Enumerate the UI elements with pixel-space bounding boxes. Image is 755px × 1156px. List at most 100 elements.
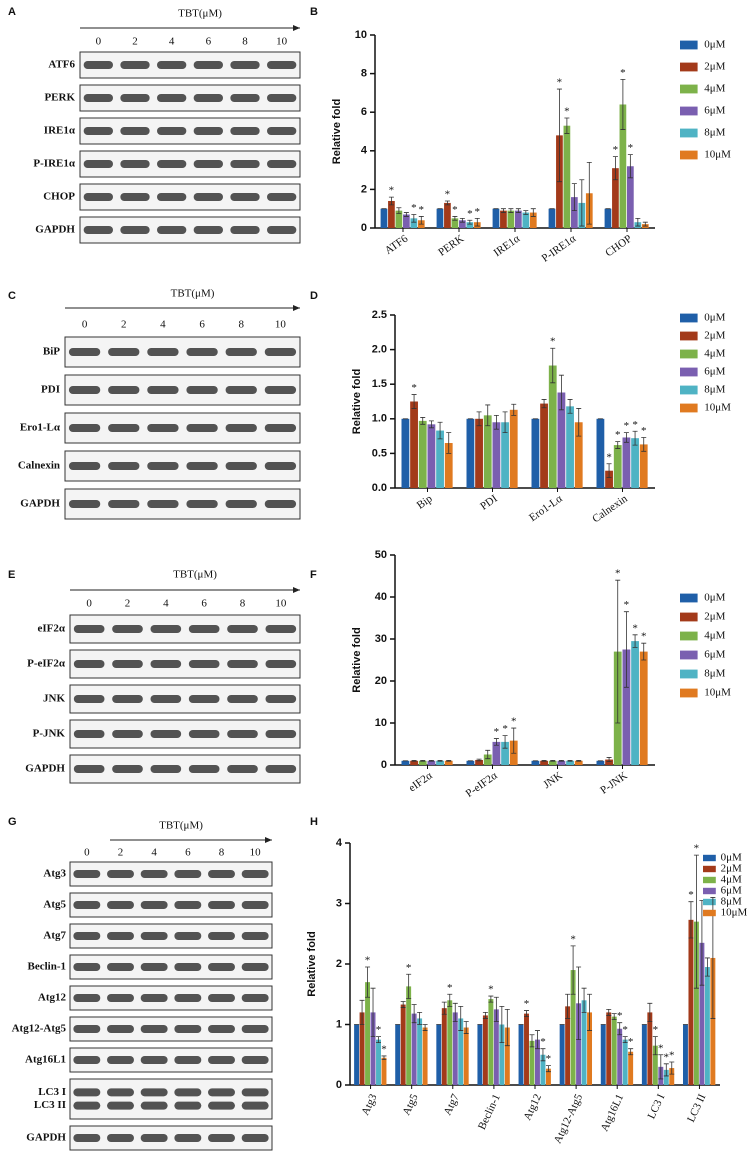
y-tick-label: 0 (336, 1079, 342, 1091)
error-bar (493, 738, 499, 746)
error-bar (545, 1065, 551, 1073)
band (120, 127, 150, 135)
error-bar (627, 154, 633, 179)
band (140, 994, 168, 1002)
error-bar (576, 408, 582, 437)
arrow-head (293, 305, 300, 311)
band (150, 695, 182, 703)
band (241, 901, 269, 909)
blot-frame (69, 614, 301, 644)
legend-swatch (703, 898, 716, 906)
bar (574, 422, 583, 488)
band (150, 625, 182, 633)
band (230, 94, 260, 102)
band (68, 386, 101, 394)
legend-label: 0μM (704, 312, 725, 324)
y-tick-label: 2.0 (372, 344, 387, 356)
band (174, 932, 202, 940)
bar (540, 760, 548, 765)
error-bar (632, 430, 638, 446)
band (264, 462, 297, 470)
y-tick-label: 8 (361, 68, 367, 80)
bar (418, 420, 427, 488)
bar (381, 1057, 387, 1085)
lane-label: 8 (240, 598, 246, 610)
error-bar (606, 757, 612, 763)
legend-swatch (680, 150, 698, 160)
arrow-head (293, 25, 300, 31)
significance-marker: * (389, 185, 395, 197)
band (140, 1056, 168, 1064)
legend-label: 2μM (704, 61, 725, 73)
legend-swatch (680, 688, 698, 698)
legend-label: 0μM (704, 592, 725, 604)
significance-marker: * (641, 631, 647, 643)
bar (427, 424, 436, 488)
error-bar (458, 1005, 464, 1031)
error-bar (710, 897, 716, 1019)
bar (403, 214, 410, 228)
error-bar (587, 993, 593, 1031)
band (208, 932, 235, 940)
band (186, 386, 218, 394)
band (264, 386, 297, 394)
significance-marker: * (615, 568, 621, 580)
band (267, 193, 297, 201)
band (73, 1101, 101, 1110)
band (174, 1025, 202, 1033)
bar (507, 210, 515, 228)
legend-label: 0μM (704, 39, 725, 51)
band (208, 1056, 235, 1064)
significance-marker: * (488, 984, 494, 996)
bar (482, 1015, 488, 1085)
lane-label: 6 (185, 847, 191, 859)
error-bar (658, 1054, 664, 1080)
significance-marker: * (694, 843, 700, 855)
bar (459, 220, 466, 228)
significance-marker: * (641, 425, 647, 437)
error-bar (567, 759, 573, 762)
y-tick-label: 2 (361, 183, 367, 195)
error-bar (541, 759, 547, 762)
error-bar (576, 759, 582, 762)
bar (417, 1018, 423, 1085)
legend-swatch (680, 650, 698, 660)
band (186, 500, 218, 508)
error-bar (511, 727, 517, 754)
significance-marker: * (376, 1024, 382, 1036)
bar (529, 1040, 535, 1085)
error-bar (411, 214, 417, 223)
error-bar (420, 759, 426, 762)
error-bar (641, 642, 647, 661)
band (140, 1025, 168, 1033)
bar (581, 1000, 587, 1085)
legend-swatch (680, 331, 698, 341)
bar (475, 759, 483, 765)
bar (566, 760, 574, 765)
bar (557, 392, 566, 488)
legend-label: 10μM (704, 149, 731, 161)
error-bar (669, 1061, 675, 1075)
arrow-head (293, 587, 300, 593)
significance-marker: * (564, 106, 570, 118)
band (107, 1088, 134, 1097)
band (208, 1134, 235, 1142)
legend-swatch (680, 106, 698, 116)
lane-label: 4 (160, 319, 166, 331)
band (241, 1088, 269, 1097)
lane-label: 6 (199, 319, 205, 331)
bar (540, 403, 548, 488)
error-bar (693, 854, 699, 989)
error-bar (641, 437, 647, 452)
y-axis-label: Relative fold (306, 931, 318, 996)
x-tick-label: Atg5 (401, 1092, 421, 1117)
lane-label: 2 (118, 847, 124, 859)
error-bar (376, 1036, 382, 1044)
bar (612, 168, 619, 228)
band (157, 94, 187, 102)
band (230, 61, 260, 69)
panel-label: D (310, 290, 318, 302)
blot-frame (64, 450, 301, 482)
significance-marker: * (381, 1043, 387, 1055)
band (188, 695, 220, 703)
